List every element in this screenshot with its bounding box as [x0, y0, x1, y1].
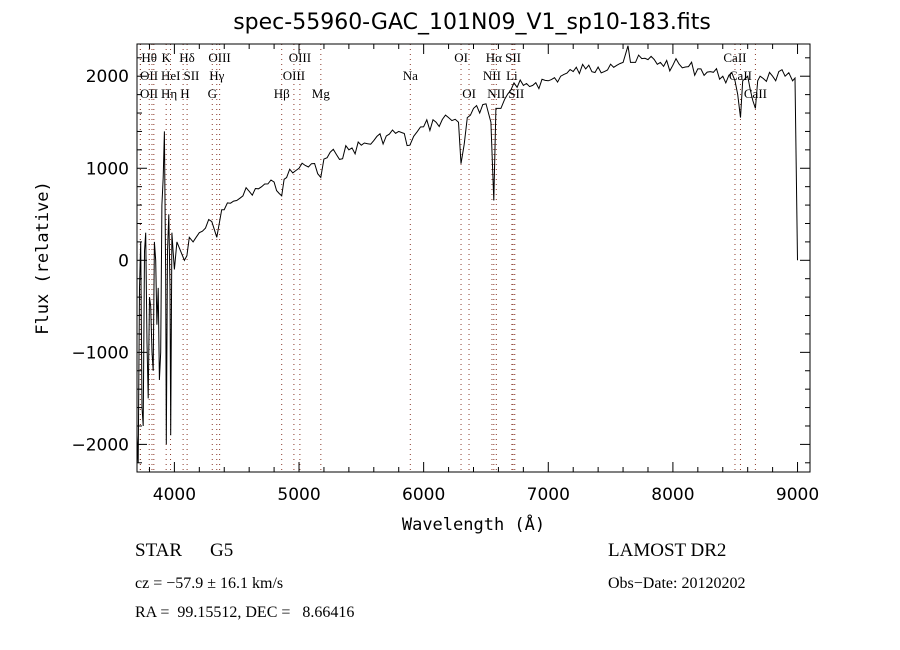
line-mark-label: Hβ — [274, 86, 290, 101]
line-mark-label: Hγ — [209, 68, 224, 83]
y-axis-label: Flux (relative) — [33, 181, 53, 335]
line-mark-label: OIII — [283, 68, 305, 83]
line-mark-label: OIII — [289, 50, 311, 65]
line-mark-label: OIII — [208, 50, 230, 65]
y-tick-label: 0 — [118, 251, 129, 271]
x-tick-label: 5000 — [277, 485, 320, 505]
line-mark-label: G — [208, 86, 217, 101]
line-mark-label: SII — [505, 50, 521, 65]
line-mark-label: Hη — [161, 86, 177, 101]
y-tick-label: 1000 — [86, 159, 129, 179]
line-mark-label: Na — [403, 68, 418, 83]
x-tick-label: 8000 — [651, 485, 694, 505]
line-mark-label: Hθ — [141, 50, 157, 65]
y-tick-label: −1000 — [71, 343, 129, 363]
x-axis-label: Wavelength (Å) — [402, 513, 545, 535]
line-mark-label: HeI — [161, 68, 181, 83]
x-tick-label: 9000 — [776, 485, 819, 505]
line-mark-label: NII — [487, 86, 505, 101]
redshift-text: cz = −57.9 ± 16.1 km/s — [135, 575, 284, 592]
spectrum-line — [136, 45, 798, 463]
line-mark-label: CaII — [723, 50, 746, 65]
y-tick-label: 2000 — [86, 67, 129, 87]
coordinates: RA = 99.15512, DEC = 8.66416 — [135, 604, 355, 621]
object-subclass: G5 — [210, 540, 234, 561]
line-mark-label: NII — [483, 68, 501, 83]
line-mark-label: Li — [506, 68, 518, 83]
y-tick-label: −2000 — [71, 435, 129, 455]
line-mark-label: OII — [140, 86, 158, 101]
obs-date: Obs−Date: 20120202 — [608, 575, 746, 592]
line-mark-label: OII — [140, 68, 158, 83]
object-class: STAR — [135, 540, 183, 561]
line-mark-label: Hα — [486, 50, 502, 65]
line-mark-label: CaII — [744, 86, 767, 101]
line-mark-label: OI — [454, 50, 468, 65]
x-tick-label: 6000 — [402, 485, 445, 505]
x-tick-label: 7000 — [527, 485, 570, 505]
line-mark-label: Mg — [312, 86, 331, 101]
line-mark-label: SII — [508, 86, 524, 101]
line-mark-label: SII — [184, 68, 200, 83]
line-mark-label: Hδ — [179, 50, 195, 65]
x-tick-label: 4000 — [153, 485, 196, 505]
survey-label: LAMOST DR2 — [608, 540, 727, 561]
line-mark-label: K — [162, 50, 172, 65]
line-mark-label: H — [180, 86, 189, 101]
line-mark-label: OI — [462, 86, 476, 101]
chart-title: spec-55960-GAC_101N09_V1_sp10-183.fits — [233, 10, 711, 35]
